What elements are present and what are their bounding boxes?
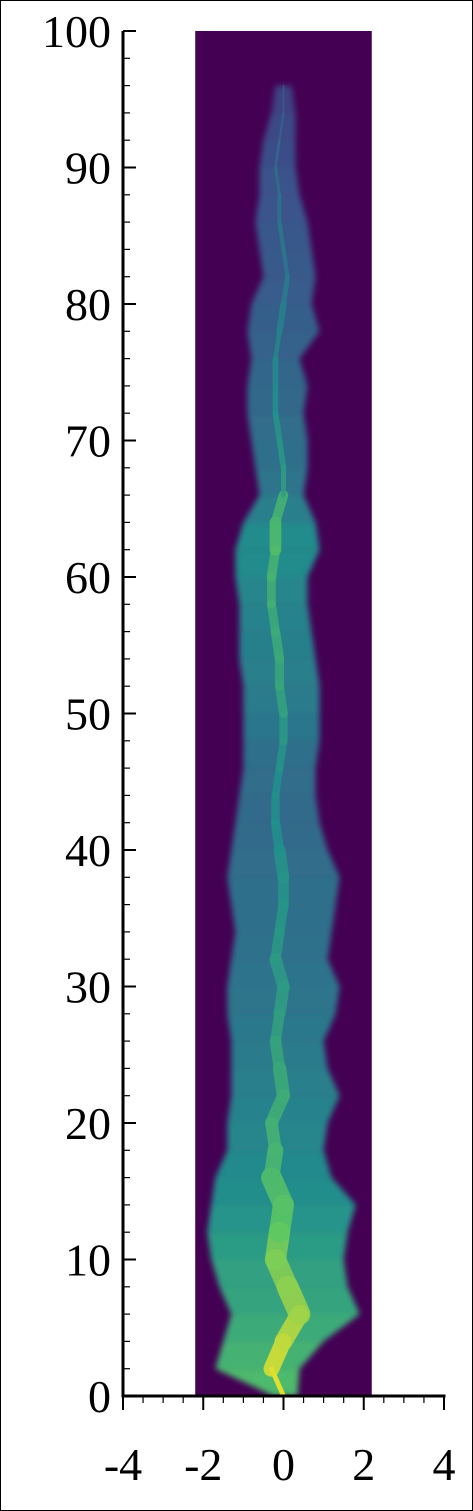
plume-segment — [255, 194, 308, 223]
plume-core-segment — [278, 111, 285, 142]
plume-core-segment — [270, 626, 285, 664]
plume-core-segment — [275, 737, 288, 772]
y-tick-label: 0 — [88, 1371, 111, 1422]
plume-segment — [263, 112, 296, 141]
y-tick-label: 100 — [42, 6, 111, 57]
plume-core — [261, 84, 311, 1396]
y-tick-label: 90 — [65, 143, 111, 194]
plume-core-segment — [274, 138, 281, 169]
y-tick-label: 50 — [65, 689, 111, 740]
plume-core-segment — [272, 410, 283, 444]
y-tick-label: 30 — [65, 962, 111, 1013]
plume-core-segment — [270, 817, 285, 855]
plume-segment — [247, 331, 320, 359]
axes — [121, 30, 446, 1410]
plume-core-segment — [270, 490, 289, 528]
x-tick-label: 2 — [352, 1439, 375, 1490]
y-tick-label: 40 — [65, 825, 111, 876]
plume-core-segment — [271, 764, 284, 800]
x-tick-label: 0 — [272, 1439, 295, 1490]
y-tick-label: 60 — [65, 552, 111, 603]
plume-core-segment — [277, 220, 286, 252]
plume-core-segment — [275, 681, 288, 718]
plume-core-segment — [281, 247, 290, 279]
plume-segment — [259, 167, 300, 195]
plume-core-segment — [276, 300, 287, 335]
x-tick-label: 4 — [433, 1439, 456, 1490]
plume-core-segment — [266, 599, 280, 637]
x-tick-label: -2 — [184, 1439, 222, 1490]
plume-core-segment — [273, 166, 281, 197]
plume-core-segment — [280, 274, 291, 307]
tick-labels: 0 10 20 30 40 50 60 70 80 90 100 -4 -2 0 2 4 — [42, 6, 456, 1490]
plume-core-segment — [276, 437, 287, 471]
y-tick-label: 20 — [65, 1098, 111, 1149]
y-tick-label: 80 — [65, 279, 111, 330]
x-tick-label: -4 — [104, 1439, 142, 1490]
y-tick-label: 10 — [65, 1235, 111, 1286]
plume-core-segment — [273, 329, 282, 361]
plume-field — [207, 84, 360, 1396]
y-tick-label: 70 — [65, 416, 111, 467]
